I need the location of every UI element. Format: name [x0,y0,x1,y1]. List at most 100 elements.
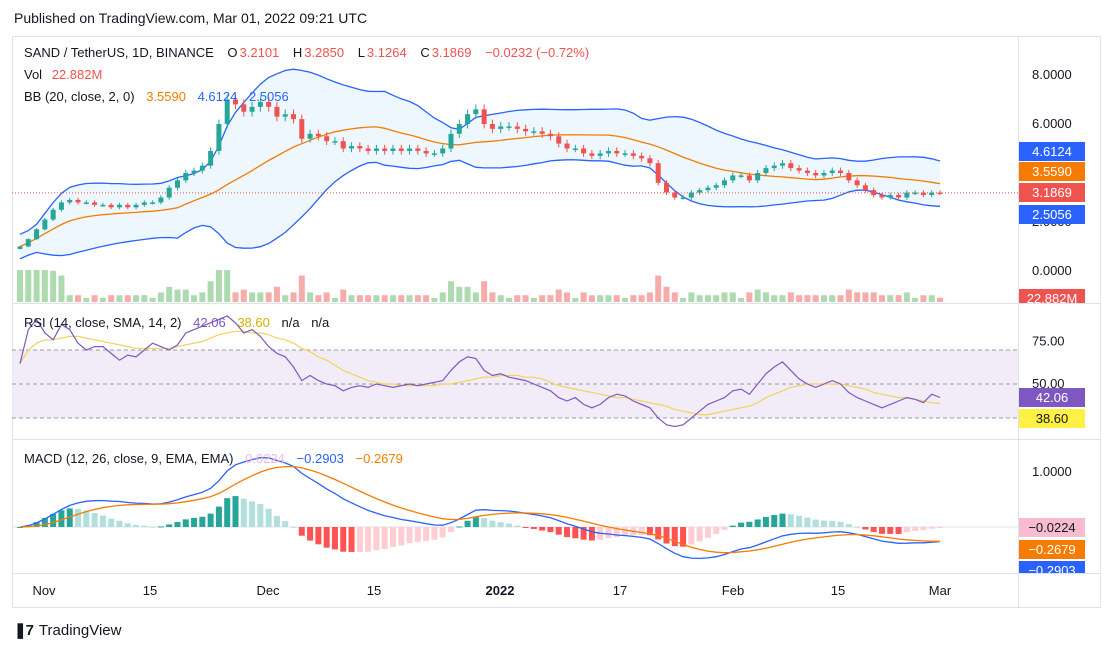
macd-histogram-bar [149,526,156,528]
volume-bar [199,292,206,302]
macd-histogram-bar [580,527,587,540]
volume-bar [389,295,396,302]
volume-bar [878,295,885,302]
volume-bar [928,295,935,302]
macd-histogram-bar [721,527,728,530]
close-value: 3.1869 [431,45,472,60]
macd-histogram-bar [257,504,264,527]
candle-body [141,202,147,205]
candle-body [887,195,893,198]
volume-bar [713,295,720,302]
rsi-badge: 42.06 [1019,388,1085,407]
volume-bar [539,295,546,302]
volume-bar [456,286,463,302]
volume-bar [655,275,662,302]
time-axis-label: 2022 [486,583,515,598]
candle-body [448,133,454,149]
volume-bar [870,292,877,302]
volume-bar [83,298,90,302]
candle-body [531,131,537,133]
volume-bar [903,292,910,302]
macd-histogram-bar [837,521,844,527]
macd-histogram-bar [928,527,935,529]
macd-histogram-bar [704,527,711,538]
volume-bar [671,292,678,302]
macd-histogram-bar [472,516,479,527]
macd-axis-label: 1.0000 [1032,464,1072,479]
volume-bar [787,292,794,302]
candle-body [597,153,603,156]
time-axis-label: Mar [929,583,952,598]
candle-body [249,106,255,112]
macd-histogram-bar [456,526,463,528]
candle-body [133,204,139,208]
rsi-band [12,350,1018,418]
time-axis-label: 15 [143,583,157,598]
volume-bar [50,270,57,302]
time-axis-label: Feb [722,583,744,598]
macd-histogram-bar [920,527,927,531]
volume-bar [66,295,73,302]
macd-histogram-bar [124,523,131,527]
volume-bar [373,295,380,302]
time-axis-label: 15 [367,583,381,598]
volume-bar [290,292,297,302]
macd-histogram-bar [323,527,330,548]
candle-body [332,141,338,143]
volume-bar [315,295,322,302]
macd-histogram-bar [340,527,347,552]
volume-bar [331,298,338,302]
candle-body [349,146,355,149]
macd-histogram-bar [522,527,529,528]
macd-histogram-bar [638,527,645,535]
macd-histogram-bar [215,506,222,527]
candle-body [415,148,421,151]
macd-histogram-bar [381,527,388,549]
volume-bar [514,295,521,302]
volume-bar [157,292,164,302]
macd-histogram-bar [663,527,670,544]
candle-body [373,148,379,151]
volume-bar [779,295,786,302]
volume-bar [224,270,231,302]
volume-bar [771,295,778,302]
volume-bar [895,295,902,302]
macd-histogram-bar [696,527,703,542]
rsi-legend: RSI (14, close, SMA, 14, 2) 42.06 38.60 … [24,315,331,330]
candle-body [324,136,330,142]
candle-body [58,202,64,210]
macd-signal-line [19,465,941,554]
macd-histogram-bar [41,518,48,527]
rsi-axis-label: 50.00 [1032,376,1065,391]
macd-histogram-bar [182,519,189,527]
volume-bar [439,292,446,302]
rsi-axis-label: 75.00 [1032,334,1065,349]
open-label: O [227,45,238,60]
macd-histogram-bar [804,517,811,527]
tradingview-brand[interactable]: ❚7 TradingView [14,621,121,640]
macd-histogram-bar [506,523,513,527]
price-axis-label: 8.0000 [1032,67,1072,82]
rsi-line [19,315,941,428]
macd-histogram-bar [331,527,338,550]
rsi-pane [12,315,1018,428]
macd-histogram-bar [249,501,256,527]
macd-label: MACD (12, 26, close, 9, EMA, EMA) [24,451,234,466]
volume-bar [688,292,695,302]
candle-body [506,126,512,128]
volume-bar [265,292,272,302]
macd-histogram-bar [116,520,123,527]
bb-fill [20,69,940,259]
low-label: L [357,45,365,60]
candle-body [489,124,495,129]
macd-histogram-bar [141,525,148,527]
macd-histogram-bar [174,521,181,527]
macd-histogram-bar [588,527,595,541]
macd-histogram-bar [754,519,761,527]
volume-bar [937,297,943,302]
macd-histogram-bar [514,525,521,527]
candle-body [829,170,835,173]
macd-pane [12,457,1018,560]
candle-body [183,173,189,181]
candle-body [315,133,321,137]
